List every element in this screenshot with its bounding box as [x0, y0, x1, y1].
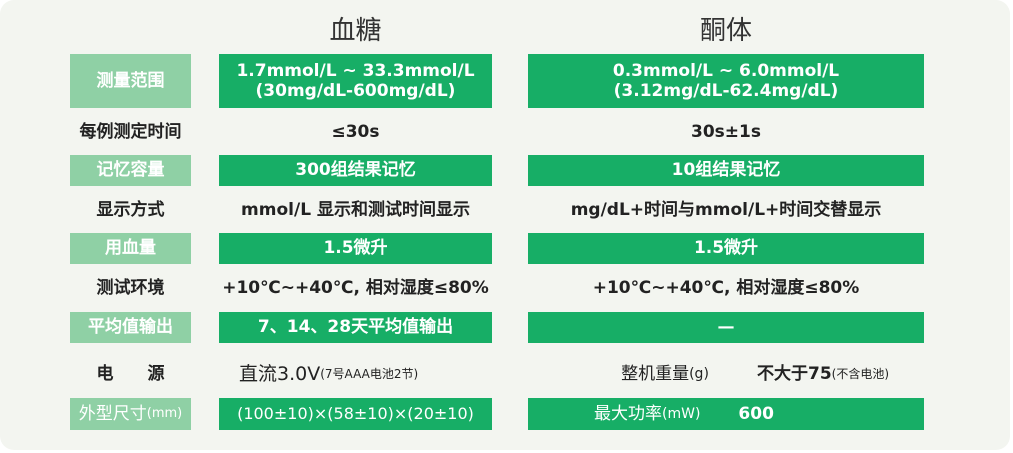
ketone-value: 10组结果记忆: [528, 155, 924, 186]
glucose-value: ≤30s: [331, 121, 380, 142]
row-blood: 用血量 1.5微升 1.5微升: [0, 233, 1010, 264]
value: (3.12mg/dL-62.4mg/dL): [613, 81, 839, 101]
glucose-value: 1.5微升: [219, 233, 492, 264]
row-label: 平均值输出: [70, 312, 191, 343]
row-power: 电 源 直流3.0V (7号AAA电池2节) 整机重量 (g) 不大于75 (不含电池…: [0, 357, 1010, 391]
row-label: 每例测定时间: [79, 121, 182, 142]
unit: (mW): [662, 405, 701, 422]
glucose-value: +10℃~+40℃, 相对湿度≤80%: [222, 277, 489, 298]
row-label: 测试环境: [96, 277, 165, 298]
row-label: 显示方式: [96, 199, 165, 220]
row-time: 每例测定时间 ≤30s 30s±1s: [0, 116, 1010, 148]
row-label: 用血量: [70, 233, 191, 264]
glucose-range: 1.7mmol/L ~ 33.3mmol/L (30mg/dL-600mg/dL): [219, 54, 492, 108]
power-value: 直流3.0V (7号AAA电池2节): [219, 357, 492, 391]
label: 外型尺寸: [78, 403, 147, 424]
value: 0.3mmol/L ~ 6.0mmol/L: [612, 60, 840, 81]
value: 直流3.0V: [239, 362, 321, 385]
row-env: 测试环境 +10℃~+40℃, 相对湿度≤80% +10℃~+40℃, 相对湿度…: [0, 272, 1010, 304]
ketone-value: 1.5微升: [528, 233, 924, 264]
glucose-value: 300组结果记忆: [219, 155, 492, 186]
weight-value: 不大于75 (不含电池): [757, 357, 927, 391]
label: 整机重量: [621, 363, 690, 384]
ketone-value: 30s±1s: [691, 121, 761, 142]
max-power: 最大功率 (mW) 600: [528, 398, 924, 430]
row-range: 测量范围 1.7mmol/L ~ 33.3mmol/L (30mg/dL-600m…: [0, 54, 1010, 108]
header-ketone: 酮体: [699, 16, 752, 46]
row-size: 外型尺寸 (mm) (100±10)×(58±10)×(20±10) 最大功率 (m…: [0, 398, 1010, 430]
value: 600: [738, 403, 774, 424]
row-label: 电 源: [96, 363, 165, 384]
size-value: (100±10)×(58±10)×(20±10): [219, 398, 492, 430]
row-label: 测量范围: [70, 54, 191, 108]
glucose-value: 7、14、28天平均值输出: [219, 312, 492, 343]
ketone-value: —: [528, 312, 924, 343]
value: 1.7mmol/L ~ 33.3mmol/L: [236, 60, 475, 81]
value: 不大于75: [757, 363, 832, 384]
note: (7号AAA电池2节): [320, 366, 419, 381]
unit: (mm): [146, 406, 183, 422]
note: (不含电池): [831, 366, 890, 381]
glucose-value: mmol/L 显示和测试时间显示: [241, 199, 470, 220]
row-label: 外型尺寸 (mm): [70, 398, 191, 430]
label: 最大功率: [594, 403, 662, 424]
unit: (g): [689, 365, 709, 382]
row-average: 平均值输出 7、14、28天平均值输出 —: [0, 312, 1010, 343]
row-memory: 记忆容量 300组结果记忆 10组结果记忆: [0, 155, 1010, 186]
value: (30mg/dL-600mg/dL): [255, 81, 456, 101]
ketone-range: 0.3mmol/L ~ 6.0mmol/L (3.12mg/dL-62.4mg/d…: [528, 54, 924, 108]
row-display: 显示方式 mmol/L 显示和测试时间显示 mg/dL+时间与mmol/L+时间…: [0, 194, 1010, 226]
weight-label: 整机重量 (g): [595, 357, 735, 391]
row-label: 记忆容量: [70, 155, 191, 186]
ketone-value: +10℃~+40℃, 相对湿度≤80%: [592, 277, 860, 298]
header-glucose: 血糖: [329, 16, 382, 46]
ketone-value: mg/dL+时间与mmol/L+时间交替显示: [570, 199, 882, 220]
